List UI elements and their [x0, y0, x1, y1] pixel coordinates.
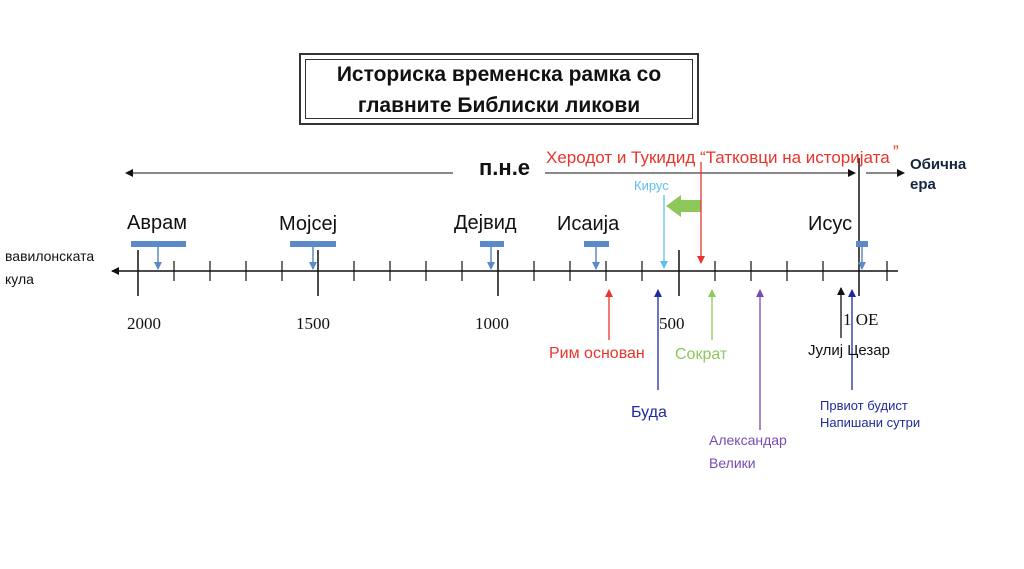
bce-label: п.н.е [479, 155, 531, 180]
event-buddha: Буда [631, 404, 667, 421]
year-1000: 1000 [475, 314, 509, 333]
figure-jesus: Исус [808, 213, 853, 235]
david-marker [480, 241, 504, 270]
figure-isaiah: Исаија [557, 213, 620, 235]
moses-marker [290, 241, 336, 270]
event-alexander-line-2: Велики [709, 455, 756, 471]
tower-label-line-2: кула [5, 271, 34, 287]
green-block-arrow-icon [666, 195, 701, 217]
jesus-marker [856, 241, 868, 270]
figure-abraham: Аврам [127, 212, 187, 234]
title-line-1: Историска временска рамка со [336, 63, 662, 86]
year-2000: 2000 [127, 314, 161, 333]
year-1-ce: 1 ОЕ [843, 310, 879, 329]
herodotus-label: Херодот и Тукидид “Татковци на историјат… [546, 148, 890, 167]
figure-cyrus: Кирус [634, 178, 669, 193]
abraham-marker [131, 241, 186, 270]
event-julius-caesar: Јулиј Цезар [808, 342, 890, 359]
major-ticks [137, 250, 680, 296]
tower-label-line-1: вавилонската [5, 248, 95, 264]
ce-label-line-2: ера [910, 176, 936, 193]
event-sutras-line-2: Напишани сутри [820, 415, 921, 430]
figure-moses: Мојсеј [279, 213, 338, 235]
figure-david: Дејвид [454, 212, 517, 234]
event-rome-founded: Рим основан [549, 345, 645, 362]
event-alexander-line-1: Александар [709, 432, 787, 448]
ce-label-line-1: Обична [910, 156, 967, 173]
isaiah-marker [584, 241, 609, 270]
title-line-2: главните Библиски ликови [357, 94, 641, 117]
year-500: 500 [659, 314, 685, 333]
herodotus-closing-quote: ” [893, 142, 899, 161]
event-sutras-line-1: Првиот будист [820, 398, 908, 413]
year-1500: 1500 [296, 314, 330, 333]
title-box: Историска временска рамка со главните Би… [299, 53, 699, 125]
event-socrates: Сократ [675, 346, 728, 363]
minor-ticks [173, 261, 888, 281]
